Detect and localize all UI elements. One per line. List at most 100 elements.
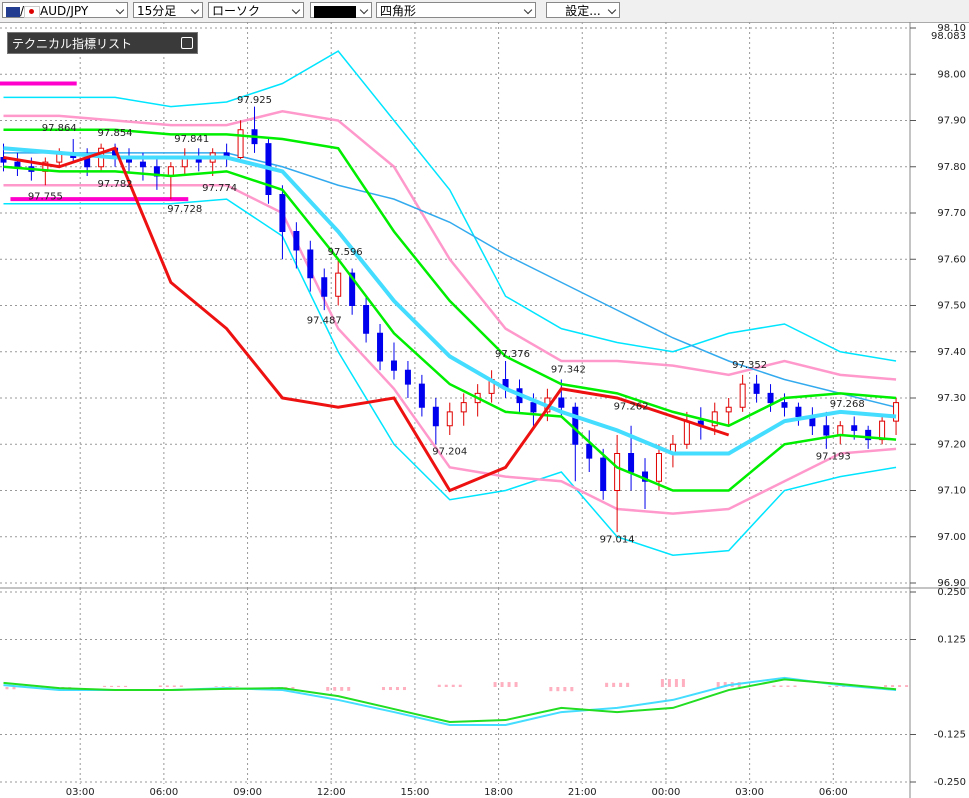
x-tick-label: 06:00	[819, 787, 848, 798]
histogram-bar	[835, 685, 839, 687]
price-label: 97.204	[432, 446, 467, 457]
candle-body	[572, 406, 579, 445]
indicator-panel[interactable]: テクニカル指標リスト	[7, 32, 198, 54]
shape: 四角形	[380, 4, 417, 18]
y-tick-label: 97.10	[937, 486, 966, 497]
candle-body	[293, 231, 300, 251]
candle-body	[363, 305, 370, 334]
y-tick-label: 97.20	[937, 439, 966, 450]
indicator-line	[3, 50, 897, 362]
candle-body	[600, 457, 607, 491]
candle-body	[893, 402, 900, 422]
x-tick-label: 21:00	[568, 787, 597, 798]
x-tick-label: 06:00	[149, 787, 178, 798]
color-select[interactable]	[310, 2, 372, 18]
price-label: 97.925	[237, 95, 272, 106]
y-tick-label: 97.00	[937, 532, 966, 543]
indicator-line	[3, 678, 897, 723]
shape-select[interactable]: 四角形	[376, 2, 536, 18]
indicator-line	[3, 676, 897, 726]
histogram-bar	[458, 684, 462, 687]
price-label: 97.352	[732, 360, 767, 371]
histogram-bar	[716, 682, 720, 687]
histogram-bar	[667, 679, 671, 687]
candle-body	[767, 392, 774, 404]
y-tick-label: 97.50	[937, 301, 966, 312]
indicator-line	[3, 109, 897, 381]
price-label: 97.376	[495, 349, 530, 360]
y-tick-label: 97.40	[937, 347, 966, 358]
histogram-bar	[340, 687, 344, 691]
histogram-bar	[333, 687, 337, 691]
histogram-bar	[395, 687, 399, 691]
timeframe: 15分足	[137, 4, 177, 18]
histogram-bar	[772, 685, 776, 687]
candle-body	[390, 360, 397, 371]
y-tick-label: 97.80	[937, 162, 966, 173]
y-tick-label: 97.60	[937, 254, 966, 265]
y-tick-label: 97.30	[937, 393, 966, 404]
candle-body	[0, 157, 7, 163]
style-select[interactable]: ローソク	[208, 2, 304, 18]
symbol-select[interactable]: / AUD/JPY	[2, 2, 128, 18]
candle-body	[879, 420, 886, 441]
x-tick-label: 12:00	[317, 787, 346, 798]
x-tick-label: 15:00	[400, 787, 429, 798]
candle-body	[446, 411, 453, 427]
indicator-line	[3, 128, 897, 428]
candle-body	[307, 249, 314, 279]
price-label: 97.487	[307, 316, 342, 327]
histogram-bar	[500, 682, 504, 687]
flag	[24, 5, 41, 18]
y-tick-label: -0.250	[934, 777, 966, 788]
histogram-bar	[570, 687, 574, 692]
histogram-bar	[451, 684, 455, 687]
price-label: 97.728	[167, 204, 202, 215]
histogram-bar	[905, 685, 909, 687]
settings-button[interactable]: 設定...	[546, 2, 620, 18]
panel-button[interactable]	[181, 37, 193, 49]
candle-body	[837, 425, 844, 436]
histogram-bar	[228, 686, 232, 687]
x-tick-label: 18:00	[484, 787, 513, 798]
symbol: AUD/JPY	[40, 4, 89, 18]
histogram-bar	[723, 682, 727, 687]
histogram-bar	[779, 685, 783, 687]
candle-body	[349, 272, 356, 306]
histogram-bar	[110, 685, 114, 687]
histogram-bar	[514, 682, 518, 687]
histogram-bar	[117, 685, 121, 687]
candle-body	[377, 332, 384, 362]
histogram-bar	[437, 684, 441, 687]
indicator-line	[3, 184, 897, 515]
price-label: 97.262	[614, 402, 649, 413]
histogram-bar	[619, 682, 623, 687]
panel-title: テクニカル指標リスト	[12, 37, 133, 51]
candle-body	[432, 406, 439, 427]
histogram-bar	[388, 687, 392, 691]
candle-body	[14, 161, 21, 168]
histogram-bar	[605, 682, 609, 687]
chart: 98.10 98.00 97.90 97.80 97.70 97.60 97.50 97.40…	[0, 22, 969, 798]
histogram-bar	[347, 687, 351, 691]
color-swatch	[314, 5, 356, 18]
candle-body	[321, 277, 328, 297]
x-tick-label: 03:00	[66, 787, 95, 798]
candle-body	[530, 402, 537, 413]
x-tick-label: 03:00	[735, 787, 764, 798]
histogram-bar	[12, 687, 16, 690]
histogram-bar	[103, 685, 107, 687]
histogram-bar	[793, 685, 797, 687]
y-tick-label: 97.90	[937, 116, 966, 127]
candle-body	[851, 425, 858, 431]
histogram-bar	[179, 685, 183, 687]
candle-body	[586, 443, 593, 459]
y-tick-label: 0.250	[937, 587, 966, 598]
candle-body	[865, 429, 872, 441]
candle-body	[781, 402, 788, 408]
histogram-bar	[165, 685, 169, 687]
x-tick-label: 09:00	[233, 787, 262, 798]
histogram-bar	[326, 687, 330, 691]
candle-body	[279, 194, 286, 232]
timeframe-select[interactable]: 15分足	[133, 2, 203, 18]
